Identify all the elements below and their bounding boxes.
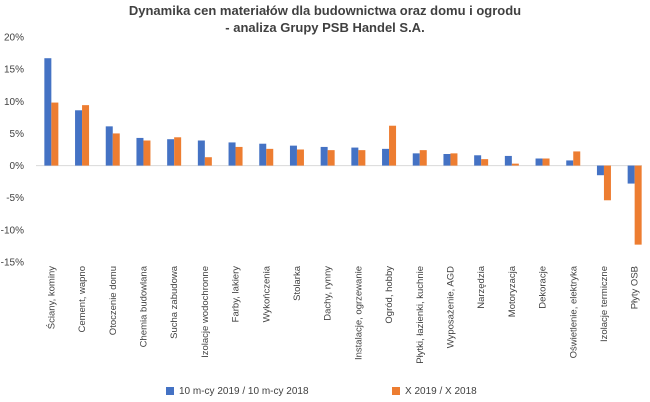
category-label: Cement, wapno bbox=[77, 266, 88, 333]
bars-group bbox=[44, 58, 642, 245]
bar-series-1 bbox=[320, 146, 328, 166]
bar-series-1 bbox=[167, 139, 175, 166]
bar-series-1 bbox=[443, 154, 451, 166]
category-label: Płyty OSB bbox=[630, 266, 641, 309]
category-label: Instalacje, ogrzewanie bbox=[353, 266, 364, 360]
bar-series-2 bbox=[266, 148, 274, 166]
chart-subtitle: - analiza Grupy PSB Handel S.A. bbox=[225, 20, 425, 35]
category-label: Oświetlenie, elektryka bbox=[568, 265, 579, 358]
category-label: Sucha zabudowa bbox=[169, 265, 180, 339]
y-tick-label: -5% bbox=[6, 193, 24, 204]
category-label: Dachy, rynny bbox=[323, 266, 334, 321]
legend-item-series-1: 10 m-cy 2019 / 10 m-cy 2018 bbox=[166, 386, 309, 397]
category-label: Stolarka bbox=[292, 265, 303, 301]
bar-series-2 bbox=[481, 159, 489, 166]
bar-series-2 bbox=[112, 133, 120, 166]
bar-series-1 bbox=[105, 126, 113, 166]
bar-series-2 bbox=[358, 150, 366, 166]
legend-label-series-1: 10 m-cy 2019 / 10 m-cy 2018 bbox=[179, 386, 309, 397]
bar-series-2 bbox=[82, 105, 90, 166]
category-label: Wykończenia bbox=[261, 265, 272, 322]
bar-series-1 bbox=[627, 165, 635, 184]
bar-series-2 bbox=[389, 125, 397, 166]
category-label: Farby, lakiery bbox=[231, 266, 242, 323]
bar-series-2 bbox=[204, 157, 212, 166]
bar-series-1 bbox=[474, 155, 482, 166]
bar-series-1 bbox=[382, 148, 390, 166]
bar-series-1 bbox=[75, 110, 83, 166]
bar-series-2 bbox=[511, 163, 519, 166]
category-label: Dekoracje bbox=[538, 266, 549, 309]
bar-series-2 bbox=[603, 165, 611, 201]
bar-series-2 bbox=[327, 150, 335, 166]
category-label: Chemia budowlana bbox=[138, 265, 149, 347]
bar-series-1 bbox=[566, 160, 574, 166]
bar-series-2 bbox=[174, 137, 182, 166]
legend-item-series-2: X 2019 / X 2018 bbox=[392, 386, 477, 397]
bar-series-2 bbox=[235, 146, 243, 166]
y-tick-label: 0% bbox=[10, 161, 25, 172]
bar-series-2 bbox=[634, 165, 642, 245]
y-tick-label: 5% bbox=[10, 129, 25, 140]
category-labels: Ściany, kominy Cement, wapno Otoczenie dom… bbox=[45, 265, 640, 363]
bar-series-1 bbox=[197, 140, 205, 166]
bar-series-1 bbox=[136, 137, 144, 166]
category-label: Płytki, łazienki, kuchnie bbox=[415, 266, 426, 364]
y-axis-tick-labels: -15% -10% -5% 0% 5% 10% 15% 20% bbox=[1, 33, 24, 269]
category-label: Narzędzia bbox=[476, 265, 487, 308]
bar-series-1 bbox=[504, 155, 512, 166]
bar-series-1 bbox=[259, 143, 267, 166]
category-label: Izolacje wodochronne bbox=[200, 266, 211, 358]
bar-series-2 bbox=[450, 153, 458, 166]
y-tick-label: 15% bbox=[4, 65, 24, 76]
chart-title-line1: Dynamika cen materiałów dla budownictwa … bbox=[128, 3, 522, 18]
chart-title: Dynamika cen materiałów dla budownictwa … bbox=[0, 2, 650, 36]
bar-series-2 bbox=[143, 140, 151, 166]
bar-series-1 bbox=[535, 158, 543, 166]
category-label: Wyposażenie, AGD bbox=[445, 266, 456, 348]
bar-series-1 bbox=[289, 145, 297, 166]
y-tick-label: -15% bbox=[1, 258, 24, 269]
y-tick-label: 10% bbox=[4, 97, 24, 108]
y-tick-label: -10% bbox=[1, 225, 24, 236]
legend-swatch-series-1 bbox=[166, 387, 174, 395]
bar-series-1 bbox=[228, 142, 236, 166]
bar-series-1 bbox=[412, 153, 420, 166]
category-label: Motoryzacja bbox=[507, 265, 518, 317]
bar-series-1 bbox=[351, 147, 359, 166]
y-tick-label: 20% bbox=[4, 33, 24, 44]
bar-series-1 bbox=[596, 165, 604, 176]
bar-series-2 bbox=[573, 151, 581, 166]
category-label: Ściany, kominy bbox=[45, 266, 57, 329]
bar-series-2 bbox=[419, 150, 427, 166]
legend-swatch-series-2 bbox=[392, 387, 400, 395]
bar-series-2 bbox=[542, 158, 550, 166]
category-label: Otoczenie domu bbox=[108, 266, 119, 335]
bar-series-1 bbox=[44, 58, 52, 166]
category-label: Izolacje termiczne bbox=[599, 266, 610, 342]
bar-series-2 bbox=[296, 149, 304, 166]
legend-label-series-2: X 2019 / X 2018 bbox=[405, 386, 477, 397]
bar-series-2 bbox=[51, 102, 59, 166]
category-label: Ogród, hobby bbox=[384, 266, 395, 324]
